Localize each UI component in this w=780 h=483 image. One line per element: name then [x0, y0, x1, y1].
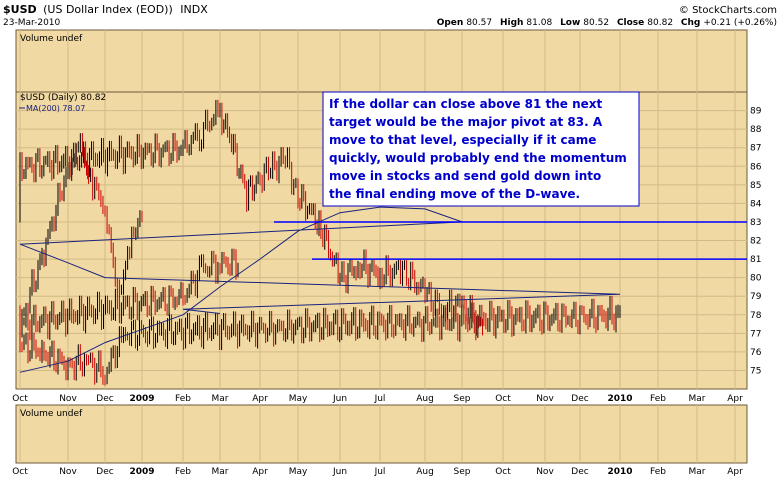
annotation-line: quickly, would probably end the momentum — [329, 151, 627, 165]
open-label: Open — [437, 18, 464, 28]
bottom-volume-panel — [16, 405, 747, 463]
ohlc-readout: Open 80.57 High 81.08 Low 80.52 Close 80.82 … — [437, 18, 777, 28]
x-tick-label: Nov — [536, 394, 554, 404]
x-tick-label: Feb — [650, 467, 666, 477]
x-tick-label: 2010 — [607, 467, 632, 477]
x-axis: Oct Nov Dec 2009 Feb Mar Apr May Jun Jul Aug Sep Oct… — [12, 394, 743, 404]
low-value: 80.52 — [583, 18, 609, 28]
x-tick-label: Aug — [416, 394, 434, 404]
x-tick-label: Jul — [374, 394, 386, 404]
x-tick-label: Apr — [727, 467, 743, 477]
chart-date: 23-Mar-2010 — [3, 18, 61, 28]
x-tick-label: Apr — [727, 394, 743, 404]
ma-legend: MA(200) 78.07 — [26, 104, 85, 113]
high-label: High — [500, 18, 523, 28]
x-tick-label: Jun — [332, 394, 347, 404]
y-tick-label: 75 — [750, 366, 761, 376]
low-label: Low — [560, 18, 580, 28]
high-value: 81.08 — [526, 18, 552, 28]
x-tick-label: Dec — [96, 467, 113, 477]
y-tick-label: 77 — [750, 329, 761, 339]
x-tick-label: Dec — [571, 394, 588, 404]
x-tick-label: Jun — [332, 467, 347, 477]
x-tick-label: Mar — [212, 467, 229, 477]
x-axis-bottom: Oct Nov Dec 2009 Feb Mar Apr May Jun Jul Aug Sep Oct… — [12, 467, 743, 477]
x-tick-label: Sep — [454, 394, 471, 404]
brand-logo: © StockCharts.com — [679, 5, 777, 16]
x-tick-label: Dec — [571, 467, 588, 477]
exchange: INDX — [180, 3, 208, 16]
x-tick-label: Oct — [12, 467, 28, 477]
x-tick-label: Dec — [96, 394, 113, 404]
x-tick-label: Apr — [252, 394, 268, 404]
annotation-line: move to that level, especially if it cam… — [329, 133, 596, 147]
symbol: $USD — [3, 3, 37, 16]
y-tick-label: 83 — [750, 218, 761, 228]
y-tick-label: 88 — [750, 125, 762, 135]
y-tick-label: 80 — [750, 274, 762, 284]
y-tick-label: 84 — [750, 199, 762, 209]
x-tick-label: Sep — [454, 467, 471, 477]
bottom-volume-label: Volume undef — [20, 409, 83, 419]
x-tick-label: 2009 — [129, 467, 154, 477]
change-label: Chg — [681, 18, 700, 28]
index-name: (US Dollar Index (EOD)) — [43, 3, 173, 16]
x-tick-label: May — [289, 394, 308, 404]
y-tick-label: 81 — [750, 255, 761, 265]
close-label: Close — [617, 18, 644, 28]
y-tick-label: 82 — [750, 237, 761, 247]
x-tick-label: 2010 — [607, 394, 632, 404]
x-tick-label: Oct — [495, 394, 511, 404]
top-volume-label: Volume undef — [20, 34, 83, 44]
y-tick-label: 87 — [750, 144, 761, 154]
x-tick-label: Oct — [495, 467, 511, 477]
x-tick-label: Mar — [212, 394, 229, 404]
annotation-line: the final ending move of the D-wave. — [329, 187, 580, 201]
price-legend: $USD (Daily) 80.82 — [20, 93, 106, 103]
x-tick-label: Nov — [536, 467, 554, 477]
top-volume-panel — [16, 30, 747, 92]
open-value: 80.57 — [466, 18, 492, 28]
x-tick-label: Apr — [252, 467, 268, 477]
x-tick-label: Nov — [59, 394, 77, 404]
x-tick-label: 2009 — [129, 394, 154, 404]
annotation-line: move in stocks and send gold down into — [329, 169, 601, 183]
y-tick-label: 89 — [750, 107, 762, 117]
annotation-line: If the dollar can close above 81 the nex… — [329, 97, 603, 111]
x-tick-label: Oct — [12, 394, 28, 404]
x-tick-label: May — [289, 467, 308, 477]
x-tick-label: Mar — [689, 394, 706, 404]
x-tick-label: Feb — [175, 467, 191, 477]
change-value: +0.21 (+0.26%) — [703, 18, 777, 28]
annotation-line: target would be the major pivot at 83. A — [329, 115, 603, 129]
close-value: 80.82 — [647, 18, 673, 28]
x-tick-label: Mar — [689, 467, 706, 477]
y-tick-label: 86 — [750, 162, 762, 172]
y-tick-label: 76 — [750, 348, 762, 358]
chart-title: $USD (US Dollar Index (EOD)) INDX — [3, 3, 208, 16]
x-tick-label: Feb — [650, 394, 666, 404]
y-tick-label: 78 — [750, 311, 762, 321]
x-tick-label: Jul — [374, 467, 386, 477]
x-tick-label: Aug — [416, 467, 434, 477]
y-tick-label: 79 — [750, 292, 762, 302]
y-axis: 75 76 77 78 79 80 81 82 83 84 85 86 87 88 89 — [750, 107, 762, 377]
y-tick-label: 85 — [750, 181, 761, 191]
x-tick-label: Feb — [175, 394, 191, 404]
x-tick-label: Nov — [59, 467, 77, 477]
